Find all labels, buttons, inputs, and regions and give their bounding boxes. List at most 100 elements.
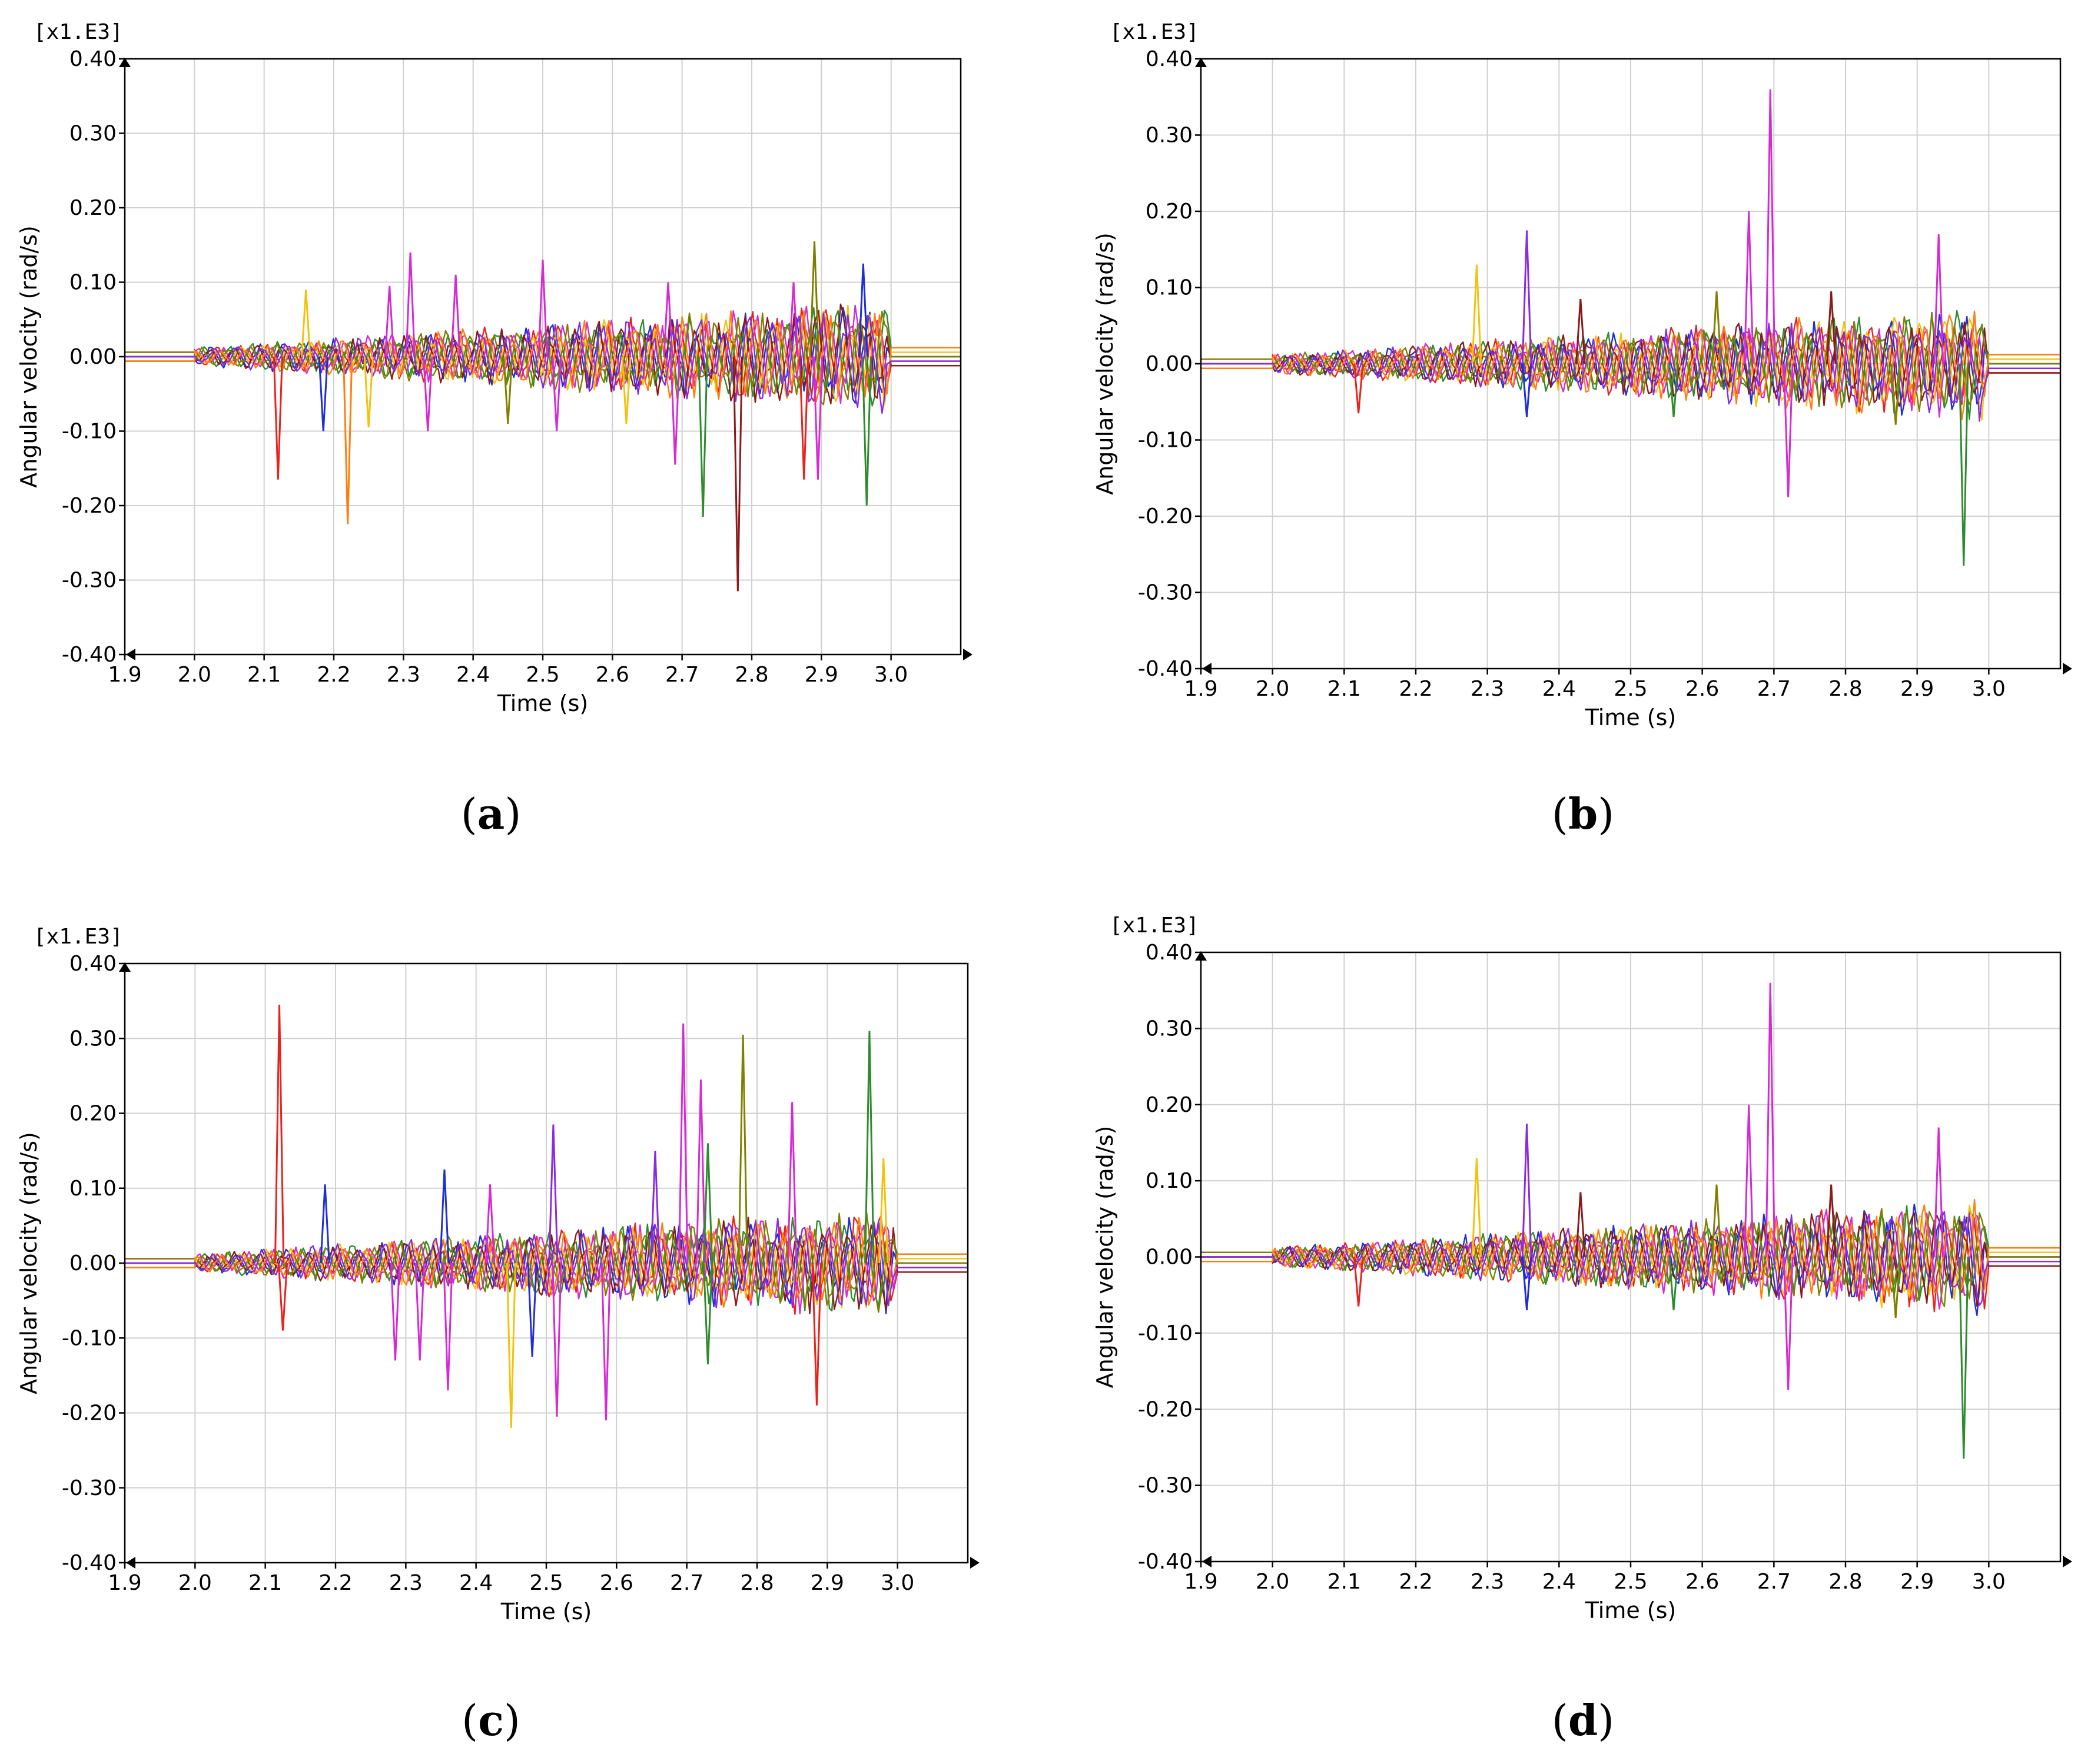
- chart-d-xtick-label: 2.6: [1685, 1570, 1719, 1594]
- chart-d-xtick-label: 1.9: [1184, 1570, 1217, 1594]
- chart-b-xtick-label: 2.2: [1399, 677, 1432, 701]
- chart-b-xlabel: Time (s): [1585, 705, 1677, 730]
- chart-c-xlabel: Time (s): [500, 1599, 592, 1625]
- chart-d-series-group: [1201, 1198, 2060, 1316]
- chart-d-series-line: [1201, 1211, 2060, 1307]
- chart-c-scale-label: [x1.E3]: [34, 925, 123, 949]
- chart-c-spike-mark: [320, 1184, 330, 1264]
- chart-a-xtick-label: 1.9: [108, 663, 141, 687]
- chart-b-spike-mark: [1521, 363, 1532, 417]
- chart-a-spike-mark: [363, 356, 374, 428]
- chart-d-scale-label: [x1.E3]: [1110, 913, 1199, 938]
- chart-a-spike-mark: [384, 285, 395, 357]
- chart-b-spike-mark: [1933, 234, 1944, 364]
- chart-b-spikes: [1353, 89, 1969, 566]
- chart-d-spike-mark: [1890, 1257, 1901, 1318]
- chart-b-ytick-label: -0.40: [1138, 657, 1193, 681]
- chart-b-x-arrow-icon: [2063, 663, 2072, 675]
- chart-b-spike-mark: [1958, 363, 1969, 566]
- chart-d-xtick-label: 2.3: [1471, 1570, 1504, 1594]
- chart-d-series-line: [1201, 1208, 2060, 1307]
- chart-c-spike-mark: [650, 1151, 661, 1264]
- chart-d-ytick-label: -0.20: [1138, 1397, 1193, 1421]
- chart-d-ytick-label: -0.40: [1138, 1550, 1193, 1574]
- chart-c-ytick-label: -0.30: [62, 1476, 117, 1500]
- chart-b-xtick-label: 2.9: [1900, 677, 1934, 701]
- chart-d-spike-mark: [1826, 1184, 1837, 1257]
- chart-d-xtick-label: 2.1: [1327, 1570, 1361, 1594]
- chart-c-xtick-label: 2.7: [670, 1571, 703, 1595]
- chart-a-xtick-label: 2.7: [665, 663, 699, 687]
- chart-panel-d: 0.40 0.30 0.20 0.10 0.00 -0.10 -0.20 -0.30 -0.40…: [1040, 883, 2081, 1764]
- chart-a-xtick-label: 2.4: [456, 663, 490, 687]
- chart-a-xtick-label: 2.8: [735, 663, 768, 687]
- chart-d-spike-mark: [1933, 1127, 1944, 1257]
- chart-b-scale-label: [x1.E3]: [1110, 20, 1199, 44]
- chart-d-xtick-label: 2.8: [1828, 1570, 1862, 1594]
- chart-a-spike-mark: [405, 252, 416, 357]
- chart-d-svg: 0.40 0.30 0.20 0.10 0.00 -0.10 -0.20 -0.30 -0.40…: [1092, 913, 2072, 1623]
- chart-b-xtick-label: 2.0: [1256, 677, 1289, 701]
- chart-c-xtick-label: 2.5: [529, 1571, 563, 1595]
- chart-a-ytick-label: -0.10: [62, 420, 117, 444]
- chart-c-spike-mark: [702, 1263, 713, 1364]
- chart-a-spike-mark: [812, 356, 824, 480]
- chart-d-spike-mark: [1711, 1184, 1722, 1257]
- chart-b-spike-mark: [1471, 264, 1482, 364]
- chart-c-series-group: [125, 1210, 968, 1315]
- chart-b-ylabel: Angular velocity (rad/s): [1092, 232, 1118, 495]
- chart-b-spike-mark: [1826, 291, 1837, 364]
- chart-d-xtick-label: 2.7: [1757, 1570, 1791, 1594]
- chart-b-xtick-label: 2.7: [1757, 677, 1791, 701]
- chart-d-xtick-label: 2.9: [1900, 1570, 1934, 1594]
- chart-b-ytick-label: -0.10: [1138, 428, 1193, 453]
- chart-panel-c: 0.40 0.30 0.20 0.10 0.00 -0.10 -0.20 -0.30 -0.40…: [0, 883, 1040, 1764]
- chart-c-xtick-label: 3.0: [881, 1571, 914, 1595]
- chart-d-x-arrow-icon: [2063, 1556, 2072, 1567]
- caption-a: (a): [460, 789, 522, 839]
- chart-a-spike-mark: [698, 356, 708, 517]
- chart-c-xtick-label: 2.8: [740, 1571, 774, 1595]
- chart-c-ytick-label: 0.30: [69, 1026, 117, 1051]
- chart-b-ytick-label: 0.20: [1146, 200, 1193, 224]
- chart-c-spike-mark: [277, 1263, 288, 1331]
- chart-d-ytick-label: 0.00: [1146, 1245, 1193, 1270]
- chart-c-ytick-label: 0.20: [69, 1102, 117, 1126]
- chart-c-ytick-label: 0.00: [69, 1251, 117, 1275]
- chart-c-xtick-label: 2.1: [248, 1571, 282, 1595]
- chart-a-x-left-arrow-icon: [126, 649, 135, 660]
- chart-a-ytick-label: -0.20: [62, 494, 117, 518]
- caption-a-letter: a: [477, 789, 505, 839]
- chart-a-spike-mark: [503, 356, 513, 424]
- chart-d-spike-mark: [1958, 1257, 1969, 1459]
- chart-b-xtick-label: 2.3: [1471, 677, 1504, 701]
- chart-c-series-line: [125, 1217, 968, 1308]
- chart-d-spike-mark: [1668, 1257, 1679, 1311]
- chart-a-ytick-label: 0.20: [69, 196, 117, 220]
- chart-b-series-line: [1201, 310, 2060, 420]
- chart-c-spike-mark: [506, 1263, 516, 1428]
- caption-d-letter: d: [1568, 1695, 1598, 1745]
- chart-a-xtick-label: 2.0: [178, 663, 211, 687]
- chart-a-spikes: [273, 241, 872, 592]
- chart-d-ytick-label: 0.40: [1146, 941, 1193, 965]
- chart-c-spike-mark: [414, 1263, 425, 1361]
- chart-b-spike-mark: [1711, 291, 1722, 364]
- chart-c-ytick-label: 0.40: [69, 952, 117, 976]
- chart-d-spike-mark: [1353, 1257, 1364, 1307]
- chart-d-spike-mark: [1765, 982, 1776, 1257]
- chart-c-spike-mark: [484, 1184, 496, 1264]
- chart-a-xlabel: Time (s): [497, 690, 589, 716]
- chart-c-ytick-label: 0.10: [69, 1177, 117, 1201]
- chart-d-series-line: [1201, 1198, 2060, 1300]
- chart-a-ytick-label: 0.00: [69, 345, 117, 369]
- chart-b-svg: 0.40 0.30 0.20 0.10 0.00 -0.10 -0.20 -0.30 -0.40…: [1092, 20, 2072, 730]
- chart-c-spike-mark: [738, 1034, 748, 1264]
- chart-a-spike-mark: [788, 282, 799, 357]
- chart-a-spike-mark: [861, 356, 872, 506]
- chart-d-x-left-arrow-icon: [1202, 1556, 1212, 1567]
- chart-b-xtick-label: 3.0: [1972, 677, 2006, 701]
- chart-d-spike-mark: [1521, 1124, 1532, 1257]
- chart-c-spike-mark: [811, 1263, 822, 1406]
